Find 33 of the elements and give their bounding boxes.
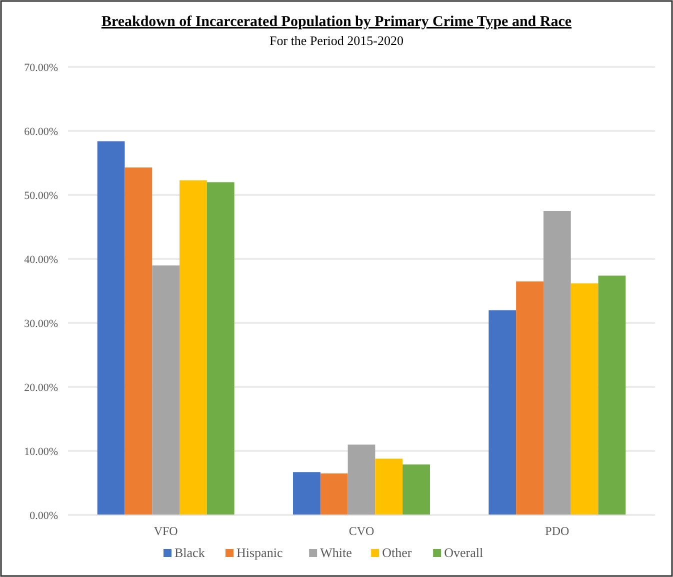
legend-label: Overall (444, 545, 484, 560)
y-tick-label: 20.00% (24, 382, 58, 394)
x-tick-label: VFO (154, 524, 178, 538)
bar (124, 167, 152, 515)
y-tick-label: 70.00% (24, 62, 58, 74)
bar (516, 281, 544, 515)
y-tick-label: 30.00% (24, 318, 58, 330)
bar (97, 141, 125, 515)
y-tick-label: 50.00% (24, 190, 58, 202)
bar (348, 444, 376, 515)
bar (320, 473, 348, 515)
legend-label: Hispanic (236, 545, 283, 560)
bar (180, 180, 207, 515)
y-tick-label: 60.00% (24, 126, 58, 138)
legend-label: Other (382, 545, 412, 560)
legend-label: White (320, 545, 352, 560)
bar (402, 464, 430, 515)
bar (543, 211, 571, 515)
y-tick-label: 10.00% (24, 446, 58, 458)
legend-label: Black (174, 545, 206, 560)
bar (206, 182, 234, 515)
chart-subtitle: For the Period 2015-2020 (270, 33, 404, 48)
y-tick-label: 40.00% (24, 254, 58, 266)
y-tick-label: 0.00% (30, 510, 58, 522)
x-tick-label: PDO (545, 524, 570, 538)
bar (293, 472, 320, 515)
bar (375, 458, 403, 515)
bar (570, 283, 598, 515)
bar (598, 276, 626, 515)
x-tick-label: CVO (348, 524, 374, 538)
bar (488, 310, 516, 515)
chart-title: Breakdown of Incarcerated Population by Primary Crime Type and Race (101, 14, 572, 30)
bar (152, 265, 180, 515)
